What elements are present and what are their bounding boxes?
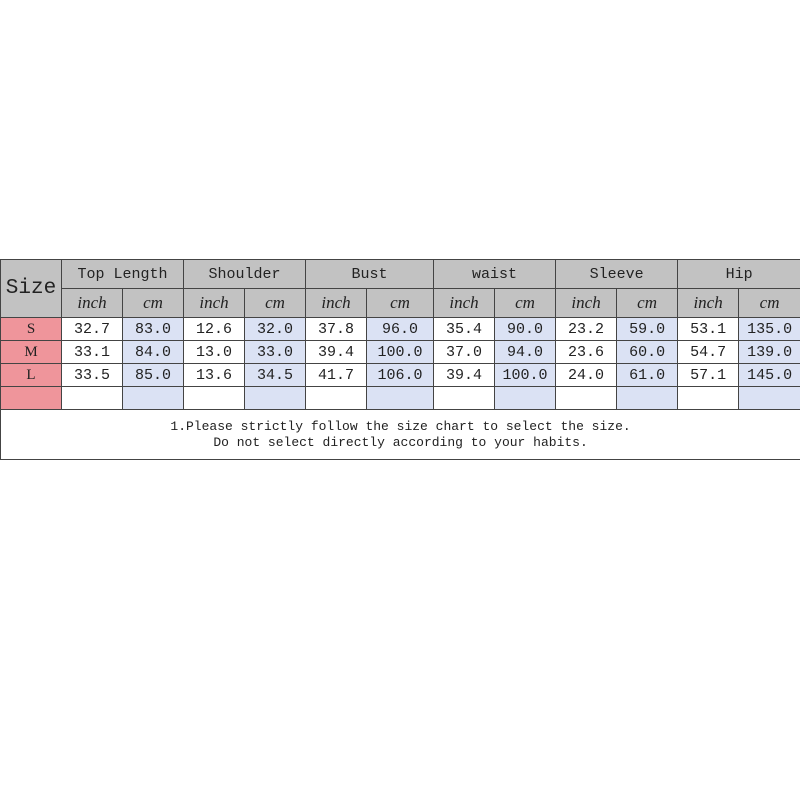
empty-cell bbox=[433, 386, 496, 410]
empty-cell bbox=[121, 386, 185, 410]
note-line: Do not select directly according to your… bbox=[213, 434, 588, 450]
measurement-header: Sleeve bbox=[555, 259, 679, 289]
unit-cm: cm bbox=[494, 288, 557, 318]
note-line: 1.Please strictly follow the size chart … bbox=[170, 418, 631, 434]
cm-value: 106.0 bbox=[366, 363, 435, 387]
unit-inch: inch bbox=[305, 288, 368, 318]
measurement-header: waist bbox=[433, 259, 557, 289]
inch-value: 23.6 bbox=[555, 340, 618, 364]
cm-value: 85.0 bbox=[121, 363, 185, 387]
inch-value: 33.5 bbox=[61, 363, 123, 387]
measurement-header: Bust bbox=[305, 259, 435, 289]
empty-cell bbox=[61, 386, 123, 410]
empty-cell bbox=[305, 386, 368, 410]
cm-value: 83.0 bbox=[121, 317, 185, 341]
size-label: S bbox=[0, 317, 62, 341]
cm-value: 145.0 bbox=[738, 363, 800, 387]
inch-value: 13.0 bbox=[183, 340, 246, 364]
empty-cell bbox=[677, 386, 740, 410]
empty-cell bbox=[494, 386, 557, 410]
size-label: M bbox=[0, 340, 62, 364]
cm-value: 90.0 bbox=[494, 317, 557, 341]
measurement-header: Top Length bbox=[60, 259, 185, 289]
cm-value: 100.0 bbox=[366, 340, 435, 364]
cm-value: 32.0 bbox=[244, 317, 307, 341]
cm-value: 59.0 bbox=[616, 317, 679, 341]
note-row: 1.Please strictly follow the size chart … bbox=[0, 409, 800, 460]
cm-value: 61.0 bbox=[616, 363, 679, 387]
inch-value: 35.4 bbox=[433, 317, 496, 341]
unit-cm: cm bbox=[738, 288, 800, 318]
cm-value: 60.0 bbox=[616, 340, 679, 364]
empty-cell bbox=[616, 386, 679, 410]
empty-cell bbox=[555, 386, 618, 410]
size-chart-table: Size Top Length Shoulder Bust waist Sleeve Hip… bbox=[0, 259, 800, 460]
cm-value: 100.0 bbox=[494, 363, 557, 387]
inch-value: 13.6 bbox=[183, 363, 246, 387]
empty-row bbox=[0, 386, 800, 410]
unit-cm: cm bbox=[121, 288, 185, 318]
table-row: L 33.5 85.0 13.6 34.5 41.7 106.0 39.4 100.0 24.0 6… bbox=[0, 363, 800, 387]
note: 1.Please strictly follow the size chart … bbox=[0, 409, 800, 460]
unit-cm: cm bbox=[616, 288, 679, 318]
empty-cell bbox=[738, 386, 800, 410]
inch-value: 24.0 bbox=[555, 363, 618, 387]
empty-cell bbox=[183, 386, 246, 410]
inch-value: 12.6 bbox=[183, 317, 246, 341]
unit-inch: inch bbox=[183, 288, 246, 318]
cm-value: 84.0 bbox=[121, 340, 185, 364]
unit-row: inch cm inch cm inch cm inch cm inch cm inch cm bbox=[1, 288, 800, 318]
measurement-header: Shoulder bbox=[183, 259, 307, 289]
inch-value: 54.7 bbox=[677, 340, 740, 364]
inch-value: 53.1 bbox=[677, 317, 740, 341]
cm-value: 94.0 bbox=[494, 340, 557, 364]
inch-value: 23.2 bbox=[555, 317, 618, 341]
cm-value: 33.0 bbox=[244, 340, 307, 364]
inch-value: 39.4 bbox=[305, 340, 368, 364]
inch-value: 37.8 bbox=[305, 317, 368, 341]
cm-value: 135.0 bbox=[738, 317, 800, 341]
inch-value: 39.4 bbox=[433, 363, 496, 387]
unit-inch: inch bbox=[677, 288, 740, 318]
header-row: Size Top Length Shoulder Bust waist Sleeve Hip bbox=[0, 259, 800, 318]
unit-inch: inch bbox=[433, 288, 496, 318]
empty-cell bbox=[244, 386, 307, 410]
cm-value: 34.5 bbox=[244, 363, 307, 387]
size-header: Size bbox=[0, 259, 62, 318]
empty-cell bbox=[366, 386, 435, 410]
size-label: L bbox=[0, 363, 62, 387]
cm-value: 96.0 bbox=[366, 317, 435, 341]
unit-inch: inch bbox=[555, 288, 618, 318]
unit-inch: inch bbox=[61, 288, 123, 318]
inch-value: 57.1 bbox=[677, 363, 740, 387]
inch-value: 33.1 bbox=[61, 340, 123, 364]
measurement-header: Hip bbox=[677, 259, 800, 289]
cm-value: 139.0 bbox=[738, 340, 800, 364]
unit-cm: cm bbox=[366, 288, 435, 318]
table-row: S 32.7 83.0 12.6 32.0 37.8 96.0 35.4 90.0 23.2 59.… bbox=[0, 317, 800, 341]
inch-value: 32.7 bbox=[61, 317, 123, 341]
inch-value: 41.7 bbox=[305, 363, 368, 387]
size-label-empty bbox=[0, 386, 62, 410]
table-row: M 33.1 84.0 13.0 33.0 39.4 100.0 37.0 94.0 23.6 60… bbox=[0, 340, 800, 364]
inch-value: 37.0 bbox=[433, 340, 496, 364]
unit-cm: cm bbox=[244, 288, 307, 318]
